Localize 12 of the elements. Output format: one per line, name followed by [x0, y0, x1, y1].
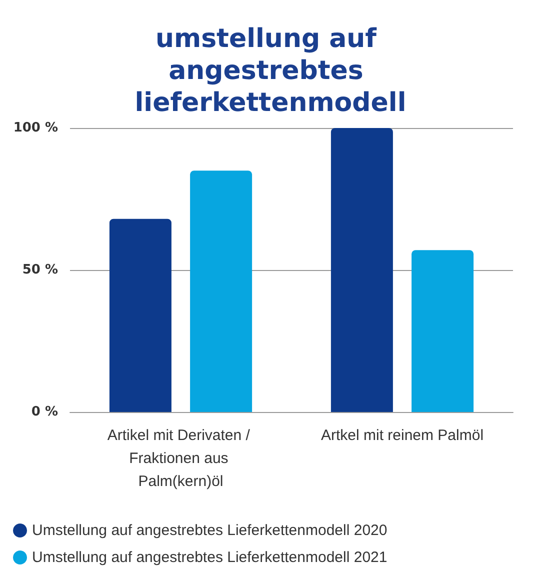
legend-label: Umstellung auf angestrebtes Lieferkettenmodell 2020: [32, 522, 388, 539]
x-tick-label: Artikel mit Derivaten / Fraktionen aus Palm(kern)öl: [107, 427, 254, 490]
y-tick-label: 100 %: [13, 120, 58, 136]
chart-title: umstellung auf angestrebtes lieferkettenmodell: [134, 24, 406, 118]
bar: [330, 128, 393, 412]
bar: [190, 170, 252, 412]
legend-label: Umstellung auf angestrebtes Lieferkettenmodell 2021: [32, 549, 388, 566]
bar: [412, 250, 474, 412]
y-tick-label: 0 %: [31, 404, 58, 420]
y-tick-label: 50 %: [22, 262, 58, 278]
x-tick-label: Artkel mit reinem Palmöl: [320, 427, 484, 444]
bar: [109, 218, 172, 412]
